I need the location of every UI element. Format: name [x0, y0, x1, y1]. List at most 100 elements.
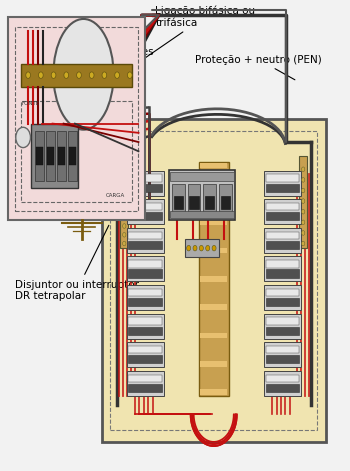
Bar: [128, 203, 162, 211]
Bar: [266, 212, 299, 220]
Bar: [172, 184, 185, 216]
Bar: [128, 212, 162, 220]
Text: CARGA: CARGA: [106, 194, 125, 198]
Bar: [266, 241, 299, 249]
Bar: [47, 146, 54, 165]
Circle shape: [193, 245, 197, 251]
Circle shape: [127, 72, 132, 78]
Bar: [266, 269, 299, 278]
Bar: [170, 211, 234, 218]
Bar: [264, 257, 301, 281]
Circle shape: [51, 72, 56, 78]
Circle shape: [122, 180, 126, 185]
Bar: [219, 184, 232, 216]
Bar: [127, 199, 163, 224]
Bar: [15, 27, 139, 211]
Circle shape: [122, 162, 126, 167]
Bar: [169, 170, 236, 220]
Bar: [266, 260, 299, 268]
Bar: [21, 64, 132, 87]
Bar: [110, 130, 317, 430]
Bar: [264, 342, 301, 367]
Bar: [128, 326, 162, 335]
Bar: [266, 317, 299, 325]
Bar: [127, 371, 163, 396]
Circle shape: [26, 72, 30, 78]
Bar: [127, 171, 163, 195]
Circle shape: [122, 197, 126, 202]
Bar: [266, 174, 299, 182]
Circle shape: [115, 72, 119, 78]
Bar: [264, 314, 301, 339]
Circle shape: [89, 72, 94, 78]
Circle shape: [301, 231, 305, 235]
Bar: [199, 162, 229, 396]
Bar: [128, 184, 162, 192]
Circle shape: [122, 189, 126, 193]
Circle shape: [122, 224, 126, 228]
Bar: [185, 239, 219, 257]
Bar: [188, 184, 200, 216]
Circle shape: [187, 245, 191, 251]
Circle shape: [102, 72, 107, 78]
Bar: [200, 304, 227, 310]
Bar: [264, 171, 301, 195]
Bar: [128, 355, 162, 364]
Bar: [299, 156, 307, 248]
Circle shape: [122, 215, 126, 219]
Bar: [69, 146, 76, 165]
Circle shape: [301, 199, 305, 203]
Bar: [266, 232, 299, 239]
Bar: [21, 100, 132, 202]
Bar: [266, 203, 299, 211]
Bar: [128, 374, 162, 382]
Text: FONTE: FONTE: [21, 100, 40, 106]
Bar: [266, 298, 299, 306]
Bar: [58, 146, 65, 165]
Bar: [203, 184, 216, 216]
Bar: [128, 346, 162, 353]
Bar: [266, 355, 299, 364]
Bar: [205, 196, 215, 209]
Bar: [128, 384, 162, 392]
Bar: [68, 130, 77, 181]
Circle shape: [16, 127, 30, 147]
Bar: [128, 289, 162, 296]
Bar: [35, 130, 43, 181]
Bar: [128, 232, 162, 239]
Bar: [128, 269, 162, 278]
Circle shape: [122, 171, 126, 176]
Bar: [102, 119, 326, 442]
Circle shape: [301, 188, 305, 193]
Circle shape: [301, 178, 305, 182]
Bar: [128, 260, 162, 268]
Ellipse shape: [54, 19, 114, 130]
Bar: [127, 228, 163, 253]
Circle shape: [301, 220, 305, 225]
Bar: [8, 17, 145, 220]
Bar: [128, 317, 162, 325]
Bar: [170, 172, 234, 181]
Circle shape: [301, 167, 305, 171]
Bar: [46, 130, 55, 181]
Bar: [266, 346, 299, 353]
Bar: [36, 146, 42, 165]
Bar: [128, 174, 162, 182]
Circle shape: [77, 72, 81, 78]
Circle shape: [122, 241, 126, 246]
Bar: [264, 285, 301, 310]
Bar: [266, 384, 299, 392]
Circle shape: [301, 210, 305, 214]
Bar: [264, 199, 301, 224]
Bar: [120, 156, 128, 248]
Bar: [266, 289, 299, 296]
Circle shape: [206, 245, 210, 251]
Bar: [127, 285, 163, 310]
Bar: [128, 241, 162, 249]
Bar: [174, 196, 183, 209]
Bar: [32, 123, 78, 188]
Bar: [264, 371, 301, 396]
Bar: [189, 196, 199, 209]
Text: Ligação bifásica ou
trifásica: Ligação bifásica ou trifásica: [136, 6, 256, 65]
Text: Fases: Fases: [125, 47, 154, 81]
